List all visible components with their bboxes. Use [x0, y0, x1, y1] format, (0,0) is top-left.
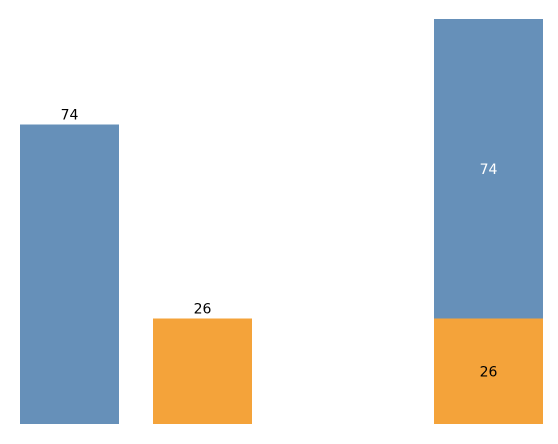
bar-1 [20, 124, 119, 425]
bar-1-value-label: 74 [61, 107, 79, 123]
stacked-segment-1 [434, 318, 543, 424]
stacked-segment-1-value-label: 26 [480, 364, 498, 380]
stacked-segment-2 [434, 19, 543, 319]
bar-2 [153, 318, 252, 424]
bar-2-value-label: 26 [194, 302, 212, 318]
stacked-segment-2-value-label: 74 [480, 162, 498, 178]
